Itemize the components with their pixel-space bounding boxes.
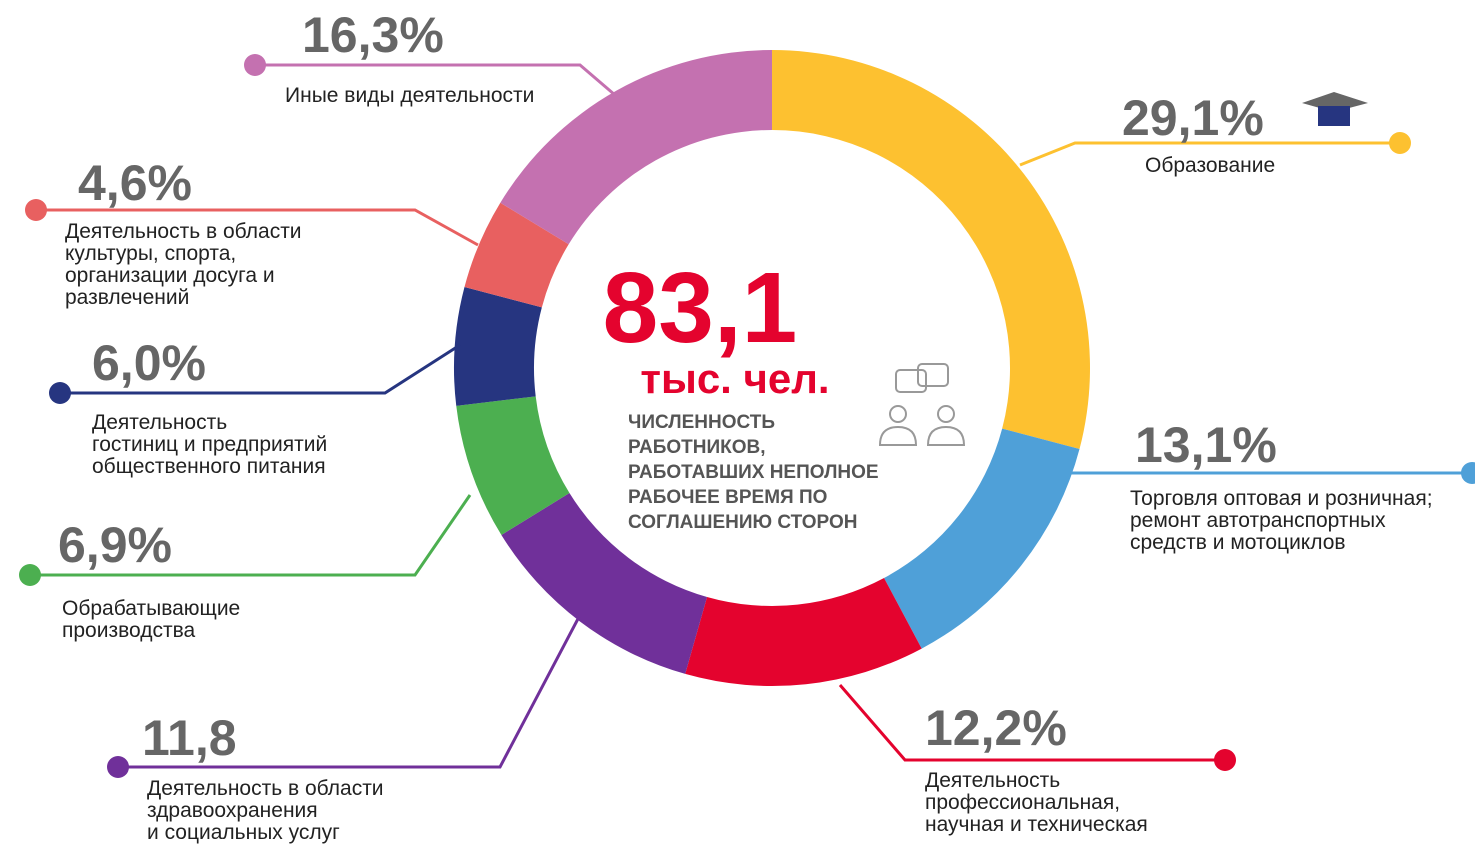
- leader-dot: [107, 756, 129, 778]
- description-line: РАБОЧЕЕ ВРЕМЯ ПО: [628, 487, 827, 508]
- leader-dot: [1389, 132, 1411, 154]
- category-label: здравоохранения: [147, 799, 318, 822]
- total-unit: тыс. чел.: [640, 355, 829, 402]
- description-line: РАБОТАВШИХ НЕПОЛНОЕ: [628, 462, 879, 483]
- value-label: 16,3%: [302, 7, 444, 63]
- value-label: 11,8: [142, 710, 237, 766]
- donut-segment: [685, 578, 921, 686]
- leader-dot: [1214, 749, 1236, 771]
- leader-dot: [25, 199, 47, 221]
- category-label: профессиональная,: [925, 791, 1120, 814]
- leader-dot: [19, 564, 41, 586]
- value-label: 13,1%: [1135, 417, 1277, 473]
- value-label: 12,2%: [925, 700, 1067, 756]
- donut-segment: [884, 429, 1079, 649]
- category-label: производства: [62, 619, 196, 642]
- infographic: 83,1 тыс. чел. ЧИСЛЕННОСТЬ РАБОТНИКОВ, РАБ…: [0, 0, 1475, 845]
- category-label: средств и мотоциклов: [1130, 531, 1346, 554]
- description-line: РАБОТНИКОВ,: [628, 437, 766, 458]
- value-label: 29,1%: [1122, 90, 1264, 146]
- description-line: СОГЛАШЕНИЮ СТОРОН: [628, 512, 857, 533]
- category-label: Иные виды деятельности: [285, 84, 534, 107]
- leader-dot: [49, 382, 71, 404]
- category-label: организации досуга и: [65, 264, 275, 287]
- value-label: 6,0%: [92, 335, 206, 391]
- category-label: Образование: [1145, 154, 1275, 177]
- value-label: 6,9%: [58, 517, 172, 573]
- category-label: ремонт автотранспортных: [1130, 509, 1386, 532]
- leader-dot: [244, 54, 266, 76]
- category-label: культуры, спорта,: [65, 242, 236, 265]
- donut-segment: [500, 50, 772, 244]
- category-label: Обрабатывающие: [62, 597, 240, 620]
- donut-segment: [454, 287, 542, 406]
- category-label: Торговля оптовая и розничная;: [1130, 487, 1433, 510]
- category-label: Деятельность в области: [147, 777, 384, 800]
- graduation-cap-icon: [1302, 92, 1368, 126]
- people-icon: [880, 364, 964, 445]
- category-label: гостиниц и предприятий: [92, 433, 327, 456]
- category-label: научная и техническая: [925, 813, 1148, 836]
- total-value: 83,1: [603, 252, 798, 364]
- description-line: ЧИСЛЕННОСТЬ: [628, 412, 775, 433]
- category-label: Деятельность: [92, 411, 227, 434]
- category-label: развлечений: [65, 286, 189, 309]
- category-label: Деятельность: [925, 769, 1060, 792]
- leader-dot: [1461, 462, 1475, 484]
- value-label: 4,6%: [78, 155, 192, 211]
- category-label: общественного питания: [92, 455, 326, 478]
- category-label: и социальных услуг: [147, 821, 340, 844]
- category-label: Деятельность в области: [65, 220, 302, 243]
